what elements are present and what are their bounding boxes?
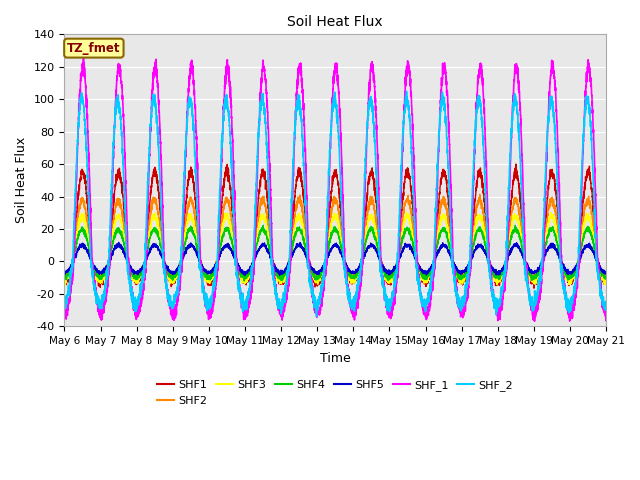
- SHF_2: [488, 283, 495, 288]
- SHF5: [457, 269, 465, 275]
- SHF4: [315, 275, 323, 281]
- SHF_1: [61, 309, 68, 314]
- SHF5: [115, 240, 122, 245]
- SHF1: [158, 227, 166, 233]
- SHF5: [158, 255, 166, 261]
- SHF4: [61, 274, 68, 279]
- SHF1: [512, 161, 520, 167]
- SHF3: [61, 283, 69, 288]
- SHF3: [602, 281, 610, 287]
- SHF_2: [315, 300, 323, 306]
- SHF_2: [427, 278, 435, 284]
- SHF_1: [531, 318, 538, 324]
- SHF2: [476, 192, 484, 197]
- Y-axis label: Soil Heat Flux: Soil Heat Flux: [15, 137, 28, 224]
- SHF4: [511, 222, 519, 228]
- SHF4: [241, 278, 248, 284]
- Title: Soil Heat Flux: Soil Heat Flux: [287, 15, 383, 29]
- X-axis label: Time: Time: [320, 352, 351, 365]
- SHF2: [315, 276, 323, 281]
- SHF_1: [602, 314, 609, 320]
- SHF1: [61, 278, 68, 284]
- SHF2: [488, 269, 495, 275]
- SHF1: [427, 270, 435, 276]
- SHF_1: [79, 54, 87, 60]
- SHF3: [427, 271, 435, 276]
- SHF2: [602, 271, 610, 276]
- SHF2: [602, 281, 609, 287]
- Line: SHF_1: SHF_1: [65, 57, 606, 321]
- SHF4: [427, 271, 435, 277]
- SHF3: [315, 277, 323, 283]
- SHF3: [602, 281, 609, 287]
- SHF3: [547, 210, 555, 216]
- Line: SHF4: SHF4: [65, 225, 606, 281]
- SHF3: [488, 271, 495, 276]
- SHF1: [487, 267, 495, 273]
- SHF1: [315, 276, 323, 282]
- SHF1: [530, 285, 538, 291]
- SHF3: [457, 276, 465, 282]
- SHF2: [420, 281, 428, 287]
- SHF5: [276, 273, 284, 278]
- SHF5: [488, 263, 495, 268]
- SHF5: [602, 271, 610, 276]
- SHF_1: [488, 275, 495, 280]
- Line: SHF5: SHF5: [65, 242, 606, 276]
- SHF_2: [602, 302, 610, 308]
- SHF5: [602, 269, 609, 275]
- Legend: SHF1, SHF2, SHF3, SHF4, SHF5, SHF_1, SHF_2: SHF1, SHF2, SHF3, SHF4, SHF5, SHF_1, SHF…: [153, 376, 518, 410]
- SHF2: [158, 240, 166, 246]
- Text: TZ_fmet: TZ_fmet: [67, 42, 120, 55]
- SHF4: [457, 276, 465, 282]
- Line: SHF_2: SHF_2: [65, 91, 606, 317]
- SHF3: [158, 245, 166, 251]
- Line: SHF3: SHF3: [65, 213, 606, 286]
- SHF_1: [315, 310, 323, 316]
- SHF_1: [457, 307, 465, 312]
- SHF_2: [457, 303, 465, 309]
- SHF_2: [602, 303, 609, 309]
- SHF2: [427, 271, 435, 276]
- SHF_1: [602, 307, 610, 313]
- Line: SHF1: SHF1: [65, 164, 606, 288]
- SHF_2: [403, 88, 410, 94]
- SHF1: [456, 278, 464, 284]
- SHF2: [61, 272, 68, 278]
- Line: SHF2: SHF2: [65, 194, 606, 284]
- SHF_1: [427, 297, 435, 302]
- SHF5: [427, 266, 435, 272]
- SHF2: [457, 274, 465, 279]
- SHF_2: [158, 222, 166, 228]
- SHF1: [602, 275, 609, 281]
- SHF4: [602, 276, 610, 281]
- SHF_2: [61, 307, 68, 312]
- SHF4: [602, 276, 609, 281]
- SHF_2: [313, 314, 321, 320]
- SHF5: [61, 271, 68, 276]
- SHF1: [602, 273, 610, 279]
- SHF5: [316, 271, 323, 276]
- SHF4: [488, 265, 495, 271]
- SHF4: [158, 249, 166, 254]
- SHF_1: [158, 180, 166, 185]
- SHF3: [61, 277, 68, 283]
